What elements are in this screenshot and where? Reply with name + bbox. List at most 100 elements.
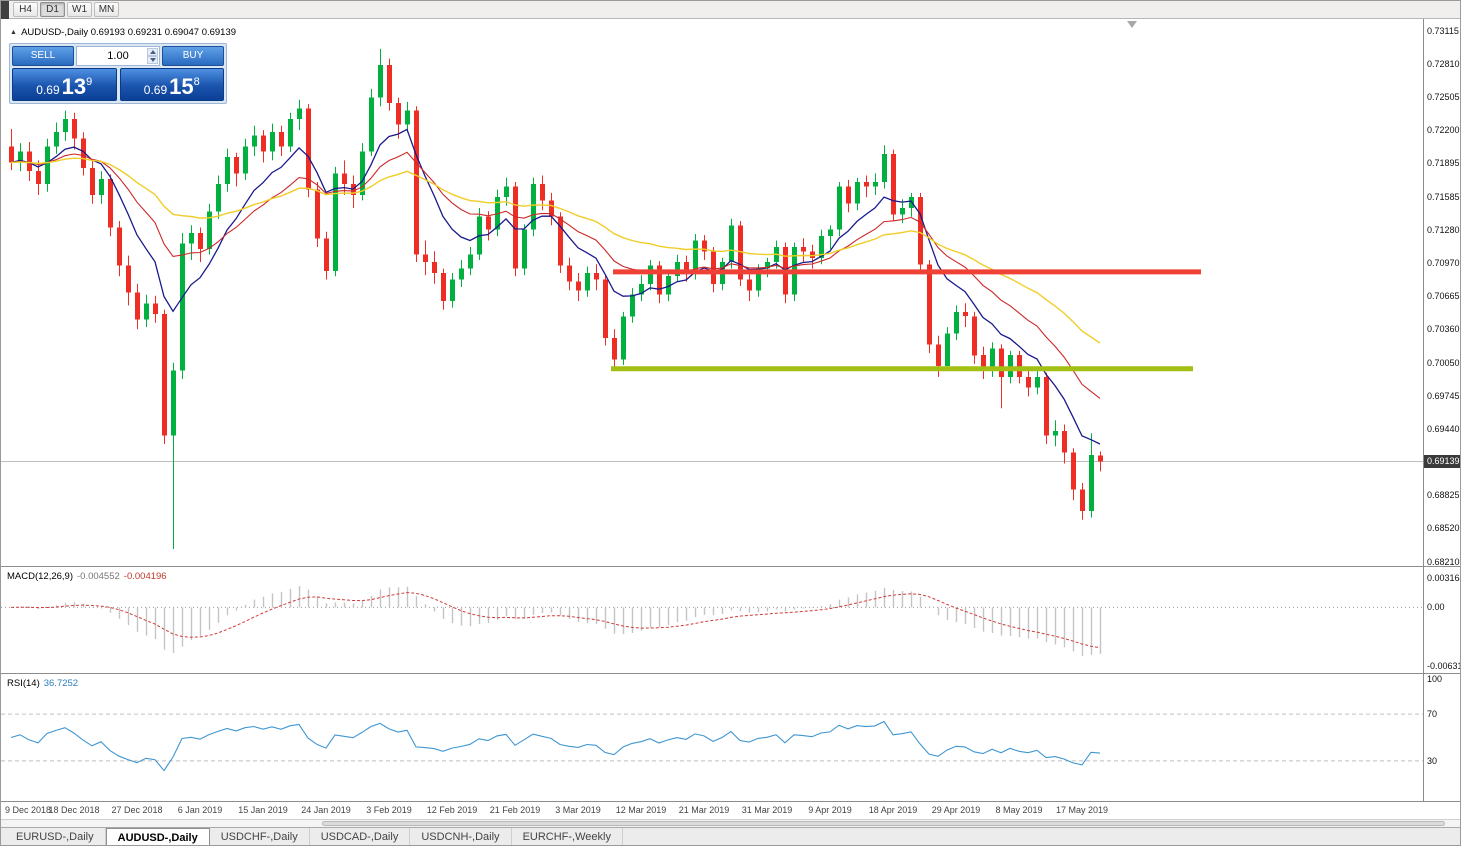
date-label: 3 Mar 2019 bbox=[555, 805, 601, 815]
candles-layer bbox=[9, 48, 1103, 549]
panel-collapse-icon[interactable]: ▲ bbox=[10, 29, 17, 36]
date-label: 21 Feb 2019 bbox=[489, 805, 541, 815]
date-label: 9 Dec 2018 bbox=[5, 805, 52, 815]
macd-panel[interactable]: 0.003164 0.00 -0.006317 MACD(12,26,9) -0.00… bbox=[1, 566, 1460, 673]
one-click-trading-panel: SELL 1.00 BUY 0.69 13 9 0.69 bbox=[9, 43, 227, 104]
macd-histogram bbox=[19, 586, 1102, 656]
timeframe-button-mn[interactable]: MN bbox=[94, 2, 119, 17]
macd-scale-label: -0.006317 bbox=[1427, 661, 1460, 671]
date-label: 12 Feb 2019 bbox=[426, 805, 478, 815]
current-price-badge: 0.69139 bbox=[1424, 455, 1460, 469]
sell-price-prefix: 0.69 bbox=[36, 83, 60, 97]
date-axis: 9 Dec 2018 18 Dec 2018 27 Dec 2018 6 Jan 20… bbox=[1, 801, 1460, 819]
macd-main-value: -0.004552 bbox=[77, 571, 120, 582]
date-label: 24 Jan 2019 bbox=[301, 805, 351, 815]
chart-tab-eurchf-weekly[interactable]: EURCHF-,Weekly bbox=[512, 828, 623, 845]
date-label: 15 Jan 2019 bbox=[238, 805, 288, 815]
price-scale-label: 0.70360 bbox=[1427, 324, 1460, 335]
price-scale-label: 0.69745 bbox=[1427, 390, 1460, 401]
date-label: 12 Mar 2019 bbox=[615, 805, 667, 815]
chart-tab-usdcnh-daily[interactable]: USDCNH-,Daily bbox=[410, 828, 512, 845]
up-arrow-icon bbox=[149, 50, 156, 54]
volume-down-button[interactable] bbox=[147, 56, 158, 64]
date-label: 29 Apr 2019 bbox=[931, 805, 981, 815]
macd-signal-line bbox=[10, 591, 1101, 649]
buy-price-prefix: 0.69 bbox=[143, 83, 168, 97]
rsi-scale-label: 30 bbox=[1427, 755, 1438, 766]
price-scale-label: 0.73115 bbox=[1427, 26, 1459, 37]
price-scale-label: 0.69440 bbox=[1427, 423, 1460, 434]
rsi-name: RSI(14) bbox=[7, 678, 40, 689]
chart-tab-usdcad-daily[interactable]: USDCAD-,Daily bbox=[310, 828, 411, 845]
buy-price-display[interactable]: 0.69 15 8 bbox=[119, 68, 224, 101]
sell-price-main: 13 bbox=[61, 74, 87, 99]
price-scale-label: 0.70970 bbox=[1427, 258, 1460, 269]
timeframe-button-d1[interactable]: D1 bbox=[40, 2, 65, 17]
price-scale-label: 0.71280 bbox=[1427, 224, 1460, 235]
macd-name: MACD(12,26,9) bbox=[7, 571, 73, 582]
price-scale: 0.73115 0.72810 0.72505 0.72200 0.71895 0.715… bbox=[1423, 19, 1460, 566]
volume-input[interactable]: 1.00 bbox=[76, 46, 160, 66]
price-scale-label: 0.72810 bbox=[1427, 59, 1460, 70]
date-label: 18 Apr 2019 bbox=[868, 805, 918, 815]
chart-tab-usdchf-daily[interactable]: USDCHF-,Daily bbox=[210, 828, 310, 845]
macd-signal-value: -0.004196 bbox=[123, 571, 167, 582]
price-scale-label: 0.71895 bbox=[1427, 158, 1460, 169]
macd-label: MACD(12,26,9) -0.004552 -0.004196 bbox=[7, 571, 167, 582]
medium-ma-line bbox=[10, 151, 1101, 399]
volume-spinner bbox=[147, 48, 158, 64]
date-label: 6 Jan 2019 bbox=[177, 805, 223, 815]
date-label: 21 Mar 2019 bbox=[678, 805, 730, 815]
date-label: 3 Feb 2019 bbox=[366, 805, 412, 815]
price-scale-label: 0.71585 bbox=[1427, 191, 1460, 202]
sell-price-display[interactable]: 0.69 13 9 bbox=[12, 68, 117, 101]
ohlc-values: 0.69193 0.69231 0.69047 0.69139 bbox=[90, 27, 237, 38]
timeframe-buttons: H4 D1 W1 MN bbox=[12, 2, 120, 17]
down-arrow-icon bbox=[149, 58, 156, 62]
macd-scale: 0.003164 0.00 -0.006317 bbox=[1423, 567, 1460, 673]
chart-tab-audusd-daily[interactable]: AUDUSD-,Daily bbox=[105, 828, 210, 845]
symbol-name: AUDUSD-,Daily bbox=[21, 27, 89, 38]
price-chart-svg[interactable] bbox=[1, 19, 1423, 566]
timeframe-toolbar: H4 D1 W1 MN bbox=[1, 1, 1460, 19]
rsi-panel[interactable]: 100 70 30 RSI(14) 36.7252 bbox=[1, 673, 1460, 801]
price-chart-panel[interactable]: 0.73115 0.72810 0.72505 0.72200 0.71895 0.715… bbox=[1, 19, 1460, 566]
rsi-svg[interactable] bbox=[1, 674, 1423, 801]
timeframe-button-w1[interactable]: W1 bbox=[67, 2, 92, 17]
timeframe-button-h4[interactable]: H4 bbox=[13, 2, 38, 17]
price-scale-label: 0.68825 bbox=[1427, 490, 1460, 501]
rsi-scale-label: 70 bbox=[1427, 709, 1438, 720]
rsi-line bbox=[10, 720, 1101, 772]
slow-ma-line bbox=[10, 157, 1101, 344]
buy-price-main: 15 bbox=[169, 74, 194, 99]
price-scale-label: 0.68210 bbox=[1427, 556, 1460, 566]
rsi-value: 36.7252 bbox=[43, 678, 79, 689]
date-label: 17 May 2019 bbox=[1055, 805, 1109, 815]
sell-button[interactable]: SELL bbox=[12, 46, 74, 66]
volume-up-button[interactable] bbox=[147, 48, 158, 56]
price-scale-label: 0.68520 bbox=[1427, 523, 1460, 534]
date-label: 18 Dec 2018 bbox=[48, 805, 100, 815]
chart-tabs-bar: EURUSD-,Daily AUDUSD-,Daily USDCHF-,Daily U… bbox=[1, 827, 1460, 845]
date-label: 9 Apr 2019 bbox=[808, 805, 852, 815]
toolbar-grip[interactable] bbox=[1, 1, 9, 19]
date-label: 8 May 2019 bbox=[995, 805, 1043, 815]
price-scale-label: 0.72505 bbox=[1427, 92, 1460, 103]
fast-ma-line bbox=[10, 128, 1101, 445]
chart-title: ▲ AUDUSD-,Daily 0.69193 0.69231 0.69047 … bbox=[10, 27, 236, 38]
date-label: 31 Mar 2019 bbox=[741, 805, 793, 815]
chart-tab-eurusd-daily[interactable]: EURUSD-,Daily bbox=[5, 828, 106, 845]
price-scale-label: 0.70665 bbox=[1427, 291, 1460, 302]
macd-scale-label: 0.00 bbox=[1427, 602, 1445, 613]
horizontal-scrollbar[interactable] bbox=[1, 819, 1460, 827]
sell-price-pip: 9 bbox=[86, 76, 93, 88]
rsi-scale-label: 100 bbox=[1427, 674, 1443, 684]
price-scale-label: 0.72200 bbox=[1427, 125, 1460, 136]
date-label: 27 Dec 2018 bbox=[111, 805, 163, 815]
buy-button[interactable]: BUY bbox=[162, 46, 224, 66]
macd-svg[interactable] bbox=[1, 567, 1423, 673]
buy-price-pip: 8 bbox=[193, 76, 200, 88]
chart-shift-marker[interactable] bbox=[1127, 21, 1137, 28]
scrollbar-thumb[interactable] bbox=[321, 821, 1446, 826]
